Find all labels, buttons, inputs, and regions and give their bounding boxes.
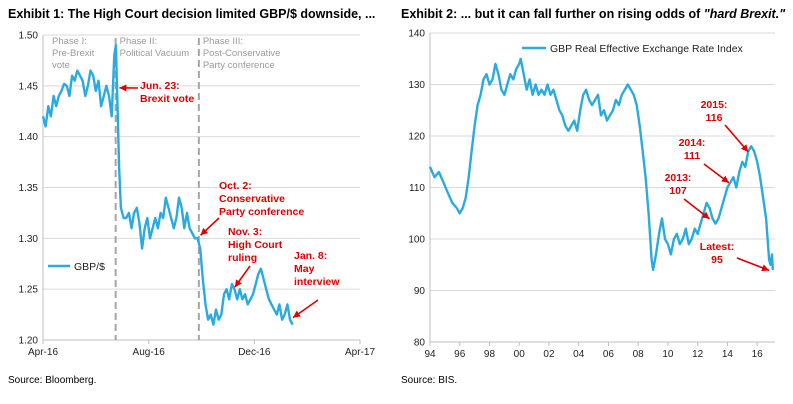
chart2-series-line <box>428 57 774 272</box>
exhibit1-title: Exhibit 1: The High Court decision limit… <box>8 7 376 21</box>
chart2-x-tick-label: 02 <box>543 349 555 360</box>
phase-label-1: Phase I: Pre-Brexit vote <box>52 36 95 71</box>
annotation-y2015-line-1: 116 <box>706 112 723 124</box>
chart1-y-tick-label: 1.20 <box>19 336 39 347</box>
annotation-latest-line-0: Latest: <box>700 241 734 253</box>
phase-label-3-line-2: Party conference <box>203 60 275 71</box>
annotation-latest-line-1: 95 <box>711 254 723 266</box>
phase-label-2-line-1: Political Vacuum <box>120 48 190 59</box>
chart1-y-tick-label: 1.30 <box>19 234 39 245</box>
annotation-latest-arrow-head <box>761 264 770 272</box>
annotation-y2013-line-1: 107 <box>669 185 687 197</box>
exhibit2-title-emphasis: "hard Brexit." <box>703 7 786 21</box>
exhibit2-title: Exhibit 2: ... but it can fall further o… <box>401 7 785 21</box>
annotation-latest: Latest: 95 <box>700 241 734 266</box>
annotation-y2013-arrow-head <box>701 211 710 219</box>
annotation-y2015-arrow-head <box>740 144 749 152</box>
annotation-jun23-line-1: Brexit vote <box>140 93 194 105</box>
exhibit2-source: Source: BIS. <box>401 375 458 386</box>
annotation-oct2-line-2: Party conference <box>219 206 304 218</box>
annotation-y2014: 2014: 111 <box>679 137 706 162</box>
chart2-x-tick-label: 96 <box>454 349 466 360</box>
annotation-jan8-line-2: interview <box>294 276 340 288</box>
annotation-y2013: 2013: 107 <box>665 172 692 197</box>
annotation-nov3-line-1: High Court <box>228 239 283 251</box>
phase-label-1-line-0: Phase I: <box>52 36 87 47</box>
phase-label-1-line-2: vote <box>52 60 70 71</box>
annotation-jan8-line-1: May <box>294 263 315 275</box>
chart2-x-tick-label: 08 <box>633 349 645 360</box>
annotation-nov3-arrow-head <box>234 279 242 288</box>
chart2-x-tick-label: 04 <box>573 349 585 360</box>
chart2-x-tick-label: 98 <box>484 349 496 360</box>
annotation-y2014-arrow-head <box>721 175 729 183</box>
phase-label-3-line-0: Phase III: <box>203 36 243 47</box>
chart2-x-tick-label: 94 <box>424 349 436 360</box>
chart1-x-tick-label: Aug-16 <box>133 347 166 358</box>
exhibit1-source: Source: Bloomberg. <box>8 375 97 386</box>
annotation-nov3-line-0: Nov. 3: <box>228 226 262 238</box>
chart2-x-tick-label: 14 <box>722 349 734 360</box>
phase-label-2-line-0: Phase II: <box>120 36 158 47</box>
chart1-series-line <box>41 44 294 326</box>
chart2-x-tick-label: 06 <box>603 349 615 360</box>
chart2-y-tick-label: 110 <box>409 183 425 194</box>
annotation-oct2-line-1: Conservative <box>219 193 285 205</box>
chart1-x-tick-label: Apr-17 <box>345 347 375 358</box>
chart1-y-tick-label: 1.45 <box>19 81 39 92</box>
annotation-y2013-line-0: 2013: <box>665 172 692 184</box>
annotation-jun23-arrow-head <box>119 84 127 92</box>
chart1-legend-label: GBP/$ <box>74 261 105 273</box>
phase-label-2: Phase II: Political Vacuum <box>120 36 190 59</box>
chart2-legend-label: GBP Real Effective Exchange Rate Index <box>550 43 744 55</box>
chart2-y-tick-label: 120 <box>408 132 425 143</box>
chart2-y-tick-label: 90 <box>414 286 426 297</box>
chart2-y-tick-label: 130 <box>408 80 425 91</box>
chart2-y-tick-label: 80 <box>414 338 426 349</box>
annotation-oct2: Oct. 2: Conservative Party conference <box>219 180 304 218</box>
annotation-jan8-arrow-head <box>292 310 301 318</box>
annotation-y2014-line-0: 2014: <box>679 137 706 149</box>
chart2-x-tick-label: 00 <box>514 349 526 360</box>
annotation-oct2-line-0: Oct. 2: <box>219 180 252 192</box>
annotation-nov3-line-2: ruling <box>228 252 257 264</box>
chart1-y-tick-label: 1.35 <box>19 183 39 194</box>
annotation-y2014-line-1: 111 <box>684 150 701 162</box>
annotation-nov3: Nov. 3: High Court ruling <box>228 226 283 264</box>
chart2-x-tick-label: 16 <box>752 349 764 360</box>
chart2-x-tick-label: 12 <box>692 349 704 360</box>
annotation-jan8: Jan. 8: May interview <box>294 250 340 288</box>
chart2-x-tick-label: 10 <box>662 349 674 360</box>
annotation-jun23-line-0: Jun. 23: <box>140 80 180 92</box>
annotation-jun23: Jun. 23: Brexit vote <box>140 80 194 105</box>
exhibit2-title-prefix: Exhibit 2: ... but it can fall further o… <box>401 7 704 21</box>
annotation-jan8-line-0: Jan. 8: <box>294 250 327 262</box>
chart1-x-tick-label: Dec-16 <box>238 347 271 358</box>
chart2-y-tick-label: 140 <box>408 29 425 40</box>
phase-label-1-line-1: Pre-Brexit <box>52 48 95 59</box>
chart1-y-tick-label: 1.50 <box>19 31 39 42</box>
annotation-y2015: 2015: 116 <box>701 99 728 124</box>
phase-label-3-line-1: Post-Conservative <box>203 48 281 59</box>
chart1-y-tick-label: 1.25 <box>19 285 39 296</box>
annotation-oct2-arrow-head <box>200 227 209 236</box>
chart1-x-tick-label: Apr-16 <box>28 347 58 358</box>
chart2-y-tick-label: 100 <box>408 235 425 246</box>
phase-label-3: Phase III: Post-Conservative Party confere… <box>203 36 281 71</box>
annotation-y2015-line-0: 2015: <box>701 99 728 111</box>
chart1-y-tick-label: 1.40 <box>19 132 39 143</box>
